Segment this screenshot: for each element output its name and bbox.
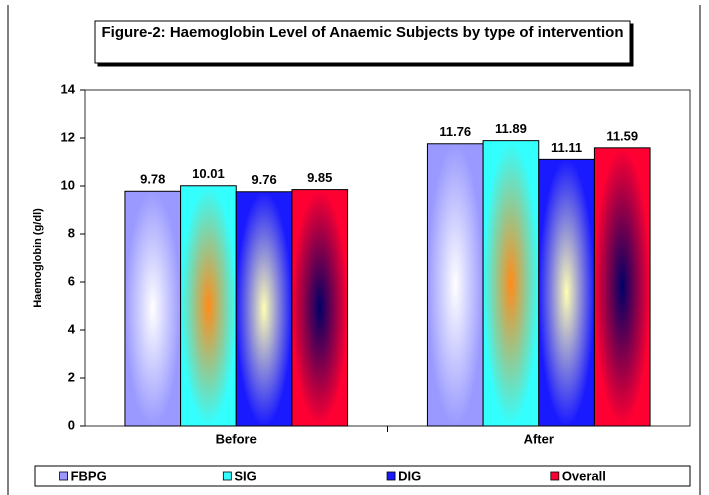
bar <box>538 158 595 427</box>
title-box <box>94 20 631 64</box>
data-label: 11.76 <box>439 124 471 139</box>
y-tick-label: 6 <box>68 273 75 288</box>
bar <box>124 190 182 427</box>
legend-label: DIG <box>398 468 421 483</box>
data-label: 11.11 <box>551 140 582 155</box>
title-wrap: Figure-2: Haemoglobin Level of Anaemic S… <box>101 24 624 41</box>
data-label: 11.89 <box>495 121 527 136</box>
legend <box>34 465 691 487</box>
y-tick-label: 2 <box>68 369 75 384</box>
legend-swatch <box>550 471 560 481</box>
y-tick-label: 0 <box>68 417 75 432</box>
bar <box>291 189 349 427</box>
y-tick-label: 14 <box>61 81 76 96</box>
bar <box>593 147 651 427</box>
bar <box>180 185 237 427</box>
bar <box>482 140 540 427</box>
y-tick-label: 12 <box>61 129 75 144</box>
data-label: 10.01 <box>192 166 225 181</box>
y-axis-label: Haemoglobin (g/dl) <box>32 208 44 308</box>
legend-swatch <box>222 471 232 481</box>
bar <box>235 191 293 427</box>
data-label: 9.78 <box>140 172 165 187</box>
data-label: 11.59 <box>606 128 638 143</box>
y-tick-label: 10 <box>61 177 75 192</box>
y-tick-label: 4 <box>68 321 76 336</box>
chart-title: Figure-2: Haemoglobin Level of Anaemic S… <box>101 24 624 41</box>
legend-swatch <box>386 471 396 481</box>
data-label: 9.85 <box>307 170 332 185</box>
legend-swatch <box>59 471 68 481</box>
bar <box>426 143 484 427</box>
legend-label: FBPG <box>71 468 107 483</box>
x-tick-label: After <box>524 431 554 446</box>
y-tick-label: 8 <box>68 225 75 240</box>
x-tick-label: Before <box>216 431 257 446</box>
legend-label: Overall <box>562 468 606 483</box>
data-label: 9.76 <box>251 172 276 187</box>
legend-label: SIG <box>234 468 256 483</box>
